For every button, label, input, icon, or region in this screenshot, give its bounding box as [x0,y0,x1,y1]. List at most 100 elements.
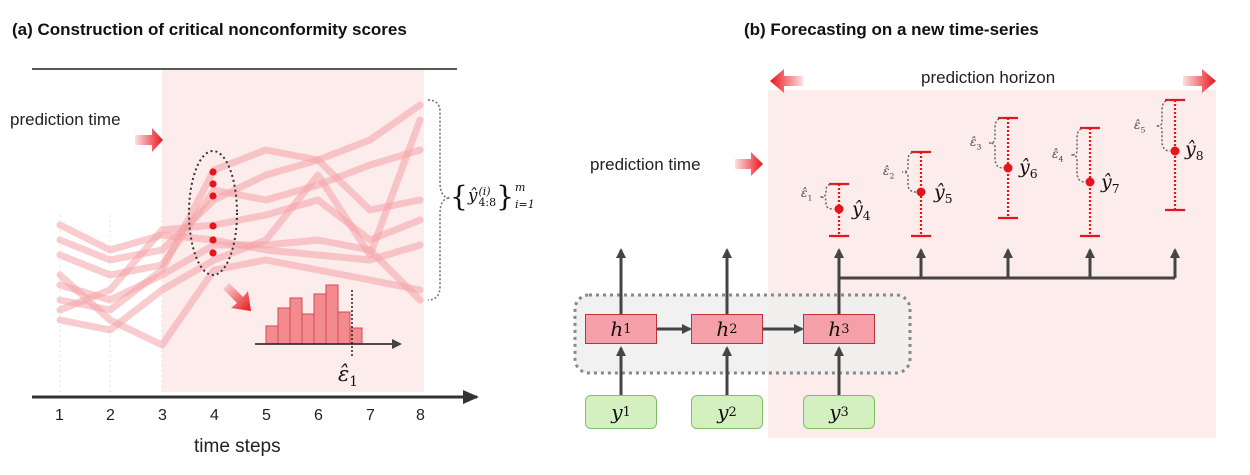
panel-a-title: (a) Construction of critical nonconformi… [12,20,407,39]
tick-label: 6 [314,407,323,424]
forecast-sub: 7 [1111,181,1120,196]
panel-b-title: (b) Forecasting on a new time-series [744,20,1039,39]
half-width-label-3: ε̂3 [970,135,981,151]
forecast-point-4 [834,204,844,214]
forecast-sub: 8 [1195,148,1204,163]
hist-bar [313,293,327,345]
sample-set-brace-close: } [496,180,514,213]
critical-score-eps: ε̂ [338,362,350,386]
half-width-label-1: ε̂1 [801,186,812,202]
hist-bar [337,311,351,345]
half-width-base: ε̂ [1134,118,1141,132]
half-width-base: ε̂ [970,135,977,149]
prediction-time-arrow-b [735,152,763,176]
forecast-point-7 [1085,177,1095,187]
hist-bar [277,307,291,345]
forecast-sub: 6 [1029,166,1038,181]
half-width-sub: 3 [976,142,982,152]
hidden-state-base: h [828,317,842,341]
half-width-sub: 1 [807,193,813,203]
half-width-sub: 5 [1140,125,1146,135]
horizon-arrow-right [1183,69,1216,93]
tick-label: 5 [262,407,271,424]
forecast-label-4: ŷ4 [852,198,871,223]
forecast-label-6: ŷ6 [1019,156,1038,181]
half-width-brace-3 [988,117,1004,169]
forecast-sub: 5 [944,191,953,206]
trajectory-7 [56,256,424,349]
half-width-brace-2 [901,151,917,193]
input-sub: 1 [622,404,631,420]
trajectory-8 [56,236,424,304]
sample-set-label: {ŷ (i) 4:8} m i=1 [450,180,535,213]
critical-score-label: ε̂1 [338,362,358,390]
sample-set-brace [427,99,451,301]
tick-label: 1 [55,407,64,424]
sample-set-sub-range: 4:8 [478,195,497,209]
half-width-sub: 2 [889,171,895,181]
input-base: y [829,400,841,424]
half-width-base: ε̂ [801,186,808,200]
hidden-state-base: h [716,317,730,341]
sample-dot [209,249,217,257]
half-width-label-4: ε̂4 [1052,147,1063,163]
tick-label: 8 [416,407,425,424]
forecast-base: ŷ [852,198,863,220]
prediction-time-arrow-a [135,128,163,152]
interval-half-width-braces [819,99,1171,210]
trajectory-3 [56,146,424,314]
input-sub: 2 [728,404,737,420]
tick-label: 7 [366,407,375,424]
input-base: y [611,400,623,424]
forecast-base: ŷ [934,181,945,203]
trajectory-4 [56,196,424,314]
time-4-samples [209,168,217,257]
half-width-brace-5 [1155,99,1171,152]
sample-dot [209,180,217,188]
forecast-label-7: ŷ7 [1101,171,1120,196]
prediction-horizon-label: prediction horizon [921,68,1056,87]
forecast-base: ŷ [1019,156,1030,178]
prediction-time-label-b: prediction time [590,155,701,174]
trajectory-1 [56,101,424,264]
rnn-arrows [616,248,1180,395]
sample-set-sub-index: i=1 [514,197,535,211]
hidden-state-sub: 2 [729,321,738,337]
sample-dot [209,236,217,244]
hist-bar [289,297,303,345]
forecast-base: ŷ [1185,138,1196,160]
to-histogram-arrow [223,283,251,311]
half-width-sub: 4 [1058,154,1064,164]
forecast-label-5: ŷ5 [934,181,953,206]
trajectory-2 [56,146,424,279]
forecast-point-5 [916,187,926,197]
hist-bar [325,284,339,345]
hist-bar [265,325,279,345]
panel-b [573,69,1216,438]
sample-trajectories [56,101,424,349]
tick-label: 3 [158,407,167,424]
prediction-region-shade-b [768,90,1216,438]
input-base: y [717,400,729,424]
sample-set-brace-open: { [450,180,468,213]
forecast-label-8: ŷ8 [1185,138,1204,163]
input-sub: 3 [840,404,849,420]
forecast-points [834,146,1180,214]
tick-label: 2 [106,407,115,424]
half-width-brace-1 [819,183,835,210]
half-width-base: ε̂ [1052,147,1059,161]
half-width-label-2: ε̂2 [883,164,894,180]
sample-set-sup-m: m [514,181,526,194]
forecast-base: ŷ [1101,171,1112,193]
sample-dot [209,222,217,230]
x-axis-label: time steps [194,436,281,457]
hist-bar [301,313,315,345]
prediction-time-label-a: prediction time [10,110,121,129]
hidden-state-sub: 3 [841,321,850,337]
